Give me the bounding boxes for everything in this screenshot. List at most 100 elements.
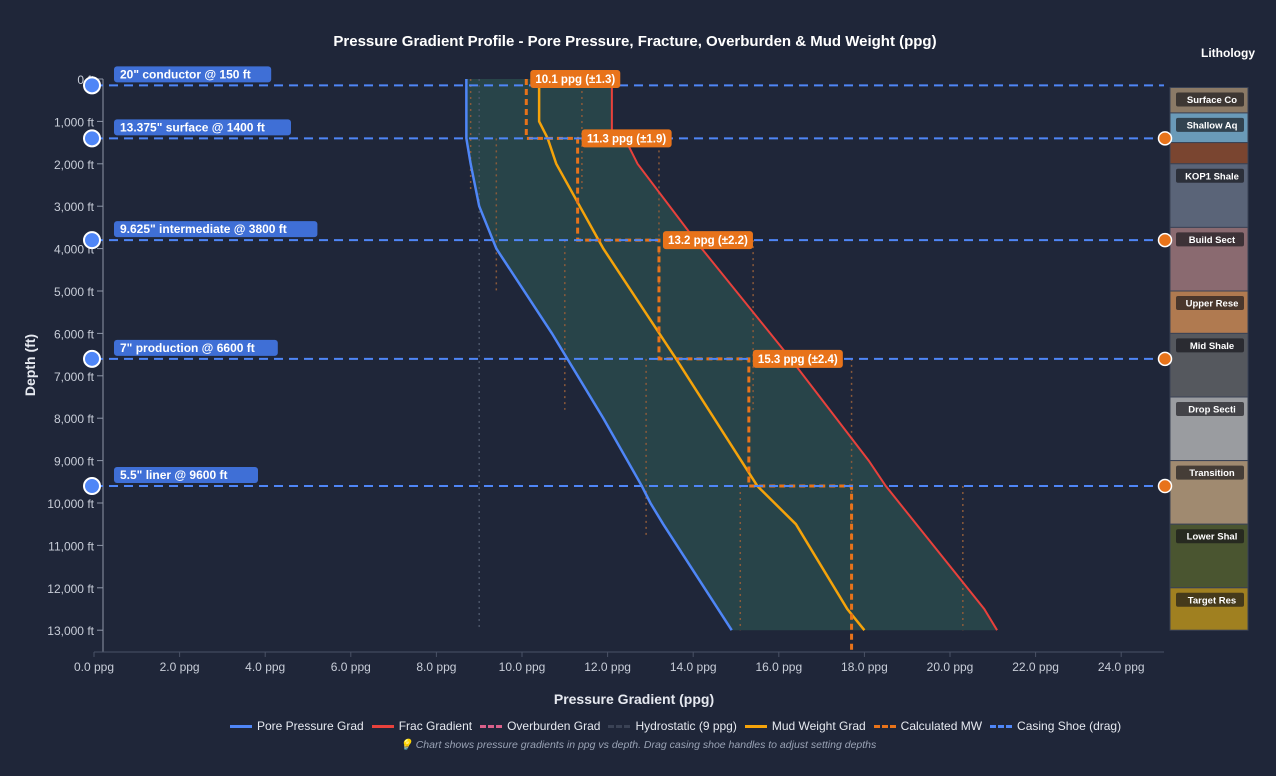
pore-frac-window-fill — [466, 79, 998, 631]
legend-label: Mud Weight Grad — [771, 719, 866, 733]
lithology-column: Surface Co Shallow Aq KOP1 Shale Build Sect… — [1169, 86, 1249, 631]
lithology-title: Lithology — [1201, 46, 1255, 60]
mw-label-bg — [662, 231, 753, 250]
legend-label: Frac Gradient — [398, 719, 473, 733]
legend-swatch — [230, 724, 252, 728]
mw-label-bg — [752, 349, 843, 368]
x-tick-label: 0.0 ppg — [74, 660, 114, 674]
lithology-shoe-marker[interactable] — [1157, 232, 1173, 248]
casing-shoe-drag-handle[interactable] — [83, 477, 101, 496]
lithology-label-bg — [1176, 92, 1244, 107]
x-tick-label: 6.0 ppg — [331, 660, 371, 674]
casing-shoe-label: 13.375" surface @ 1400 ft — [120, 120, 265, 134]
legend-item[interactable]: Hydrostatic (9 ppg) — [608, 719, 737, 733]
x-tick-label: 2.0 ppg — [160, 660, 200, 674]
legend-label: Pore Pressure Grad — [257, 719, 364, 733]
casing-shoe-label: 7" production @ 6600 ft — [120, 341, 255, 355]
casing-shoe-drag-handle[interactable] — [83, 129, 101, 148]
x-tick-label: 4.0 ppg — [245, 660, 285, 674]
casing-shoe-label-bg — [114, 221, 318, 238]
pore-pressure-line — [465, 79, 733, 631]
legend-swatch — [873, 724, 896, 728]
mw-label: 15.3 ppg (±2.4) — [758, 354, 838, 366]
footnote: 💡 Chart shows pressure gradients in ppg … — [399, 739, 877, 751]
mud-weight-line — [537, 79, 866, 631]
y-tick-label: 1,000 ft — [54, 115, 95, 129]
lithology-label-bg — [1176, 465, 1244, 480]
x-axis-title: Pressure Gradient (ppg) — [554, 691, 714, 707]
y-tick-label: 2,000 ft — [54, 158, 95, 172]
y-tick-label: 7,000 ft — [54, 370, 95, 384]
lithology-shoe-marker[interactable] — [1157, 131, 1173, 146]
mw-label-bg — [530, 70, 621, 88]
lithology-shoe-marker[interactable] — [1157, 478, 1173, 494]
lithology-label-bg — [1176, 117, 1244, 132]
lithology-label-bg — [1176, 168, 1244, 183]
legend-label: Hydrostatic (9 ppg) — [635, 719, 737, 733]
legend-item[interactable]: Frac Gradient — [371, 719, 473, 733]
x-tick-label: 24.0 ppg — [1098, 660, 1145, 674]
lithology-label: Lower Shal — [1187, 532, 1238, 543]
y-tick-label: 9,000 ft — [54, 455, 95, 469]
legend-swatch — [608, 724, 631, 728]
x-tick-label: 14.0 ppg — [670, 660, 717, 674]
casing-shoe-label: 20" conductor @ 150 ft — [120, 67, 251, 81]
y-tick-label: 13,000 ft — [47, 624, 94, 638]
lithology-label: Drop Secti — [1188, 405, 1236, 416]
x-tick-label: 12.0 ppg — [584, 660, 631, 674]
y-tick-label: 11,000 ft — [48, 539, 94, 553]
y-tick-label: 5,000 ft — [54, 285, 95, 299]
legend-label: Overburden Grad — [507, 719, 601, 733]
legend: Pore Pressure Grad Frac Gradient Overburde… — [230, 719, 1129, 733]
lithology-label: Surface Co — [1187, 95, 1237, 106]
legend-swatch — [480, 724, 503, 728]
casing-shoe-label-bg — [114, 66, 272, 83]
casing-shoe-drag-handle[interactable] — [83, 231, 101, 250]
lithology-shoe-marker[interactable] — [1157, 351, 1173, 367]
x-tick-label: 8.0 ppg — [416, 660, 456, 674]
casing-shoe-drag-handle[interactable] — [83, 349, 101, 368]
lithology-label: KOP1 Shale — [1185, 171, 1239, 182]
y-tick-label: 12,000 ft — [47, 582, 94, 596]
x-tick-label: 22.0 ppg — [1012, 660, 1059, 674]
mw-label: 11.3 ppg (±1.9) — [587, 133, 666, 145]
y-tick-label: 4,000 ft — [54, 243, 95, 257]
y-tick-label: 8,000 ft — [54, 412, 95, 426]
casing-shoe-label-bg — [114, 119, 291, 136]
y-tick-label: 6,000 ft — [54, 327, 95, 341]
legend-item[interactable]: Overburden Grad — [480, 719, 600, 733]
legend-item[interactable]: Casing Shoe (drag) — [990, 719, 1121, 733]
legend-swatch — [371, 724, 394, 728]
y-tick-label: 10,000 ft — [47, 497, 94, 511]
casing-shoe-label-bg — [114, 467, 258, 484]
lithology-label: Upper Rese — [1186, 299, 1239, 310]
casing-shoe-drag-handle[interactable] — [83, 76, 101, 95]
x-tick-label: 10.0 ppg — [499, 660, 546, 674]
lithology-label: Shallow Aq — [1187, 120, 1238, 131]
x-tick-label: 20.0 ppg — [927, 660, 974, 674]
mw-label: 13.2 ppg (±2.2) — [668, 235, 748, 247]
lithology-label: Mid Shale — [1190, 341, 1234, 352]
legend-label: Casing Shoe (drag) — [1017, 719, 1122, 733]
legend-item[interactable]: Calculated MW — [873, 719, 983, 733]
casing-shoe-label-bg — [114, 339, 278, 356]
lithology-layer — [1169, 142, 1249, 165]
lithology-label-bg — [1176, 338, 1244, 353]
chart-title: Pressure Gradient Profile - Pore Pressur… — [333, 33, 937, 50]
lithology-label-bg — [1176, 592, 1244, 607]
lithology-label: Transition — [1189, 468, 1235, 479]
legend-swatch — [744, 724, 767, 728]
lithology-label: Target Res — [1188, 595, 1236, 606]
y-tick-label: 3,000 ft — [54, 200, 95, 214]
legend-label: Calculated MW — [900, 719, 983, 733]
mw-label: 10.1 ppg (±1.3) — [535, 74, 615, 86]
lithology-label: Build Sect — [1189, 235, 1236, 246]
legend-item[interactable]: Pore Pressure Grad — [230, 719, 364, 733]
casing-shoe-label: 5.5" liner @ 9600 ft — [120, 468, 227, 482]
lithology-label-bg — [1176, 402, 1244, 416]
legend-swatch — [990, 724, 1013, 728]
legend-item[interactable]: Mud Weight Grad — [744, 719, 866, 733]
casing-shoe-label: 9.625" intermediate @ 3800 ft — [120, 222, 287, 236]
mw-label-bg — [581, 129, 672, 148]
